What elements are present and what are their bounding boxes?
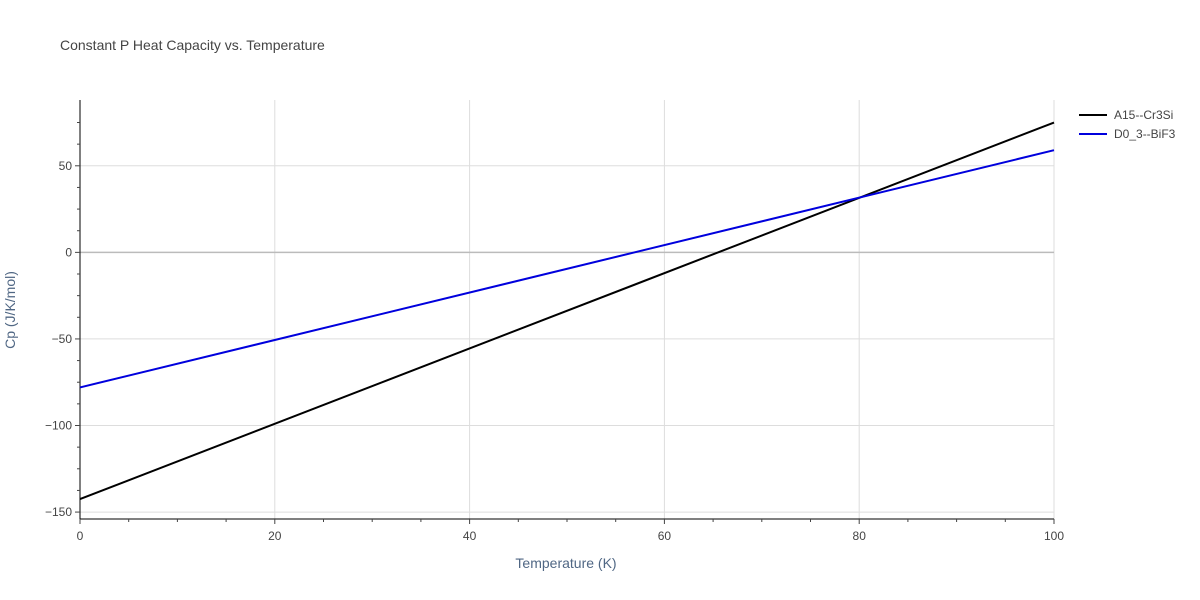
legend-item[interactable]: D0_3--BiF3	[1079, 127, 1176, 141]
x-tick-label: 100	[1044, 529, 1064, 543]
legend[interactable]: A15--Cr3Si D0_3--BiF3	[1079, 108, 1176, 141]
x-tick-label: 80	[853, 529, 867, 543]
y-tick-label: 50	[59, 159, 73, 173]
x-axis-title: Temperature (K)	[515, 555, 616, 571]
y-tick-label: −100	[45, 419, 72, 433]
legend-label: A15--Cr3Si	[1114, 108, 1173, 122]
x-tick-label: 20	[268, 529, 282, 543]
legend-item[interactable]: A15--Cr3Si	[1079, 108, 1173, 122]
y-tick-label: −150	[45, 505, 72, 519]
series-line	[79, 149, 1055, 389]
x-ticks: 0 20 40 60 80 100	[77, 519, 1064, 543]
y-tick-label: −50	[52, 332, 73, 346]
grid	[80, 100, 1055, 519]
x-tick-label: 40	[463, 529, 477, 543]
y-ticks: −150 −100 −50 0 50	[45, 122, 80, 519]
series-line	[79, 121, 1055, 501]
series	[79, 121, 1055, 501]
y-tick-label: 0	[65, 245, 72, 259]
x-tick-label: 0	[77, 529, 84, 543]
legend-label: D0_3--BiF3	[1114, 127, 1176, 141]
x-tick-label: 60	[658, 529, 672, 543]
y-axis-title: Cp (J/K/mol)	[2, 271, 18, 349]
chart-title: Constant P Heat Capacity vs. Temperature	[60, 37, 325, 53]
axes	[79, 100, 1054, 520]
